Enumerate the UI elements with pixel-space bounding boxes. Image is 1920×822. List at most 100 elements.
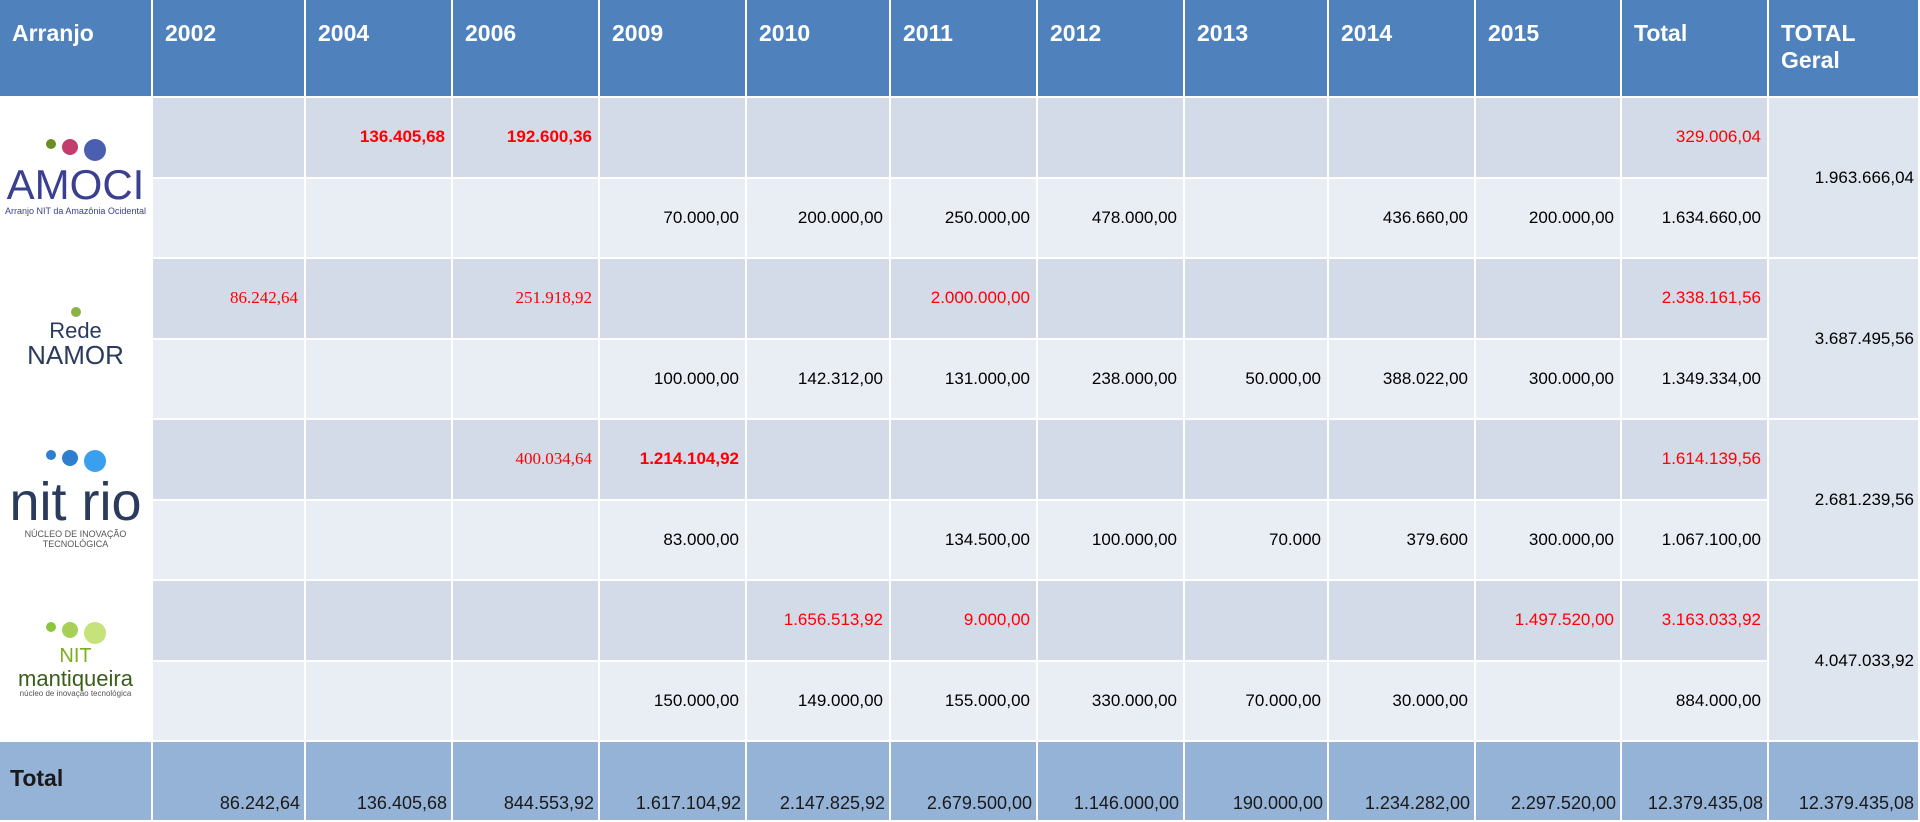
cell — [747, 500, 891, 581]
cell-value: 50.000,00 — [1245, 368, 1321, 388]
logo-dot — [61, 449, 78, 466]
cell: 200.000,00 — [747, 178, 891, 259]
cell — [1185, 420, 1329, 501]
header-text: Arranjo — [12, 20, 94, 46]
cell: 300.000,00 — [1476, 339, 1622, 420]
geral-cell: 1.963.666,04 — [1769, 98, 1920, 259]
total-value: 86.242,64 — [219, 793, 300, 813]
cell-value: 155.000,00 — [944, 690, 1030, 710]
logo-text: mantiqueira — [18, 666, 133, 692]
logo-text: AMOCI — [6, 160, 145, 208]
cell — [747, 98, 891, 179]
logo-dot — [45, 622, 56, 633]
header-text: 2011 — [903, 20, 953, 46]
total-value: 136.405,68 — [356, 793, 447, 813]
cell: 478.000,00 — [1038, 178, 1185, 259]
cell-value: 86.242,64 — [230, 288, 298, 308]
cell — [453, 339, 600, 420]
cell: 238.000,00 — [1038, 339, 1185, 420]
cell: 136.405,68 — [306, 98, 453, 179]
cell-value: 83.000,00 — [663, 529, 739, 549]
cell: 150.000,00 — [600, 661, 747, 742]
cell-value: 379.600 — [1406, 529, 1468, 549]
cell: 379.600 — [1329, 500, 1476, 581]
cell — [1476, 98, 1622, 179]
total-cell: 2.297.520,00 — [1476, 742, 1622, 822]
cell: 330.000,00 — [1038, 661, 1185, 742]
header-text: 2004 — [318, 20, 370, 46]
header-text: 2010 — [759, 20, 811, 46]
cell-value: 150.000,00 — [653, 690, 739, 710]
logo-text: nit rio — [9, 471, 142, 532]
cell: 1.614.139,56 — [1622, 420, 1769, 501]
header-cell: Total — [1622, 0, 1769, 98]
total-value: 844.553,92 — [503, 793, 594, 813]
geral-value: 3.687.495,56 — [1814, 328, 1914, 348]
cell — [1038, 259, 1185, 340]
cell-value: 330.000,00 — [1091, 690, 1177, 710]
cell: 1.349.334,00 — [1622, 339, 1769, 420]
cell: 131.000,00 — [891, 339, 1038, 420]
cell: 83.000,00 — [600, 500, 747, 581]
cell — [1185, 178, 1329, 259]
cell — [153, 178, 306, 259]
cell — [1329, 259, 1476, 340]
cell: 70.000,00 — [600, 178, 747, 259]
cell: 251.918,92 — [453, 259, 600, 340]
logo-dot — [83, 449, 106, 472]
cell: 70.000,00 — [1185, 661, 1329, 742]
header-text: 2009 — [612, 20, 664, 46]
cell-value: 136.405,68 — [359, 127, 445, 147]
total-value: 190.000,00 — [1232, 793, 1323, 813]
logo-text: núcleo de inovação tecnológica — [19, 689, 132, 699]
header-text: 2002 — [165, 20, 217, 46]
logo-text: NÚCLEO DE INOVAÇÃO TECNOLÓGICA — [24, 529, 127, 549]
logo: AMOCI Arranjo NIT da Amazônia Ocidental — [0, 98, 153, 259]
cell-value: 1.214.104,92 — [639, 449, 739, 469]
cell: 86.242,64 — [153, 259, 306, 340]
total-cell: 2.147.825,92 — [747, 742, 891, 822]
geral-value: 4.047.033,92 — [1814, 650, 1914, 670]
total-cell: 2.679.500,00 — [891, 742, 1038, 822]
total-value: 2.679.500,00 — [926, 793, 1032, 813]
total-value: 12.379.435,08 — [1798, 793, 1914, 813]
logo-text: NAMOR — [27, 340, 124, 371]
logo-dot — [61, 622, 78, 639]
cell-value: 1.634.660,00 — [1661, 207, 1761, 227]
logo-dot — [45, 138, 56, 149]
cell: 2.000.000,00 — [891, 259, 1038, 340]
cell — [306, 661, 453, 742]
cell-value: 2.000.000,00 — [930, 288, 1030, 308]
cell-value: 238.000,00 — [1091, 368, 1177, 388]
cell: 250.000,00 — [891, 178, 1038, 259]
cell — [153, 661, 306, 742]
geral-value: 1.963.666,04 — [1814, 167, 1914, 187]
header-text: TOTAL Geral — [1781, 20, 1856, 73]
cell: 200.000,00 — [1476, 178, 1622, 259]
cell — [453, 500, 600, 581]
cell: 9.000,00 — [891, 581, 1038, 662]
header-cell: 2006 — [453, 0, 600, 98]
logo: NIT mantiqueira núcleo de inovação tecnoló… — [0, 581, 153, 742]
cell-value: 250.000,00 — [944, 207, 1030, 227]
cell: 134.500,00 — [891, 500, 1038, 581]
cell: 388.022,00 — [1329, 339, 1476, 420]
header-cell: 2015 — [1476, 0, 1622, 98]
cell: 400.034,64 — [453, 420, 600, 501]
cell — [1185, 259, 1329, 340]
cell: 142.312,00 — [747, 339, 891, 420]
header-cell: Arranjo — [0, 0, 153, 98]
cell-value: 478.000,00 — [1091, 207, 1177, 227]
cell — [1329, 98, 1476, 179]
cell — [306, 339, 453, 420]
cell — [1329, 420, 1476, 501]
total-cell: 12.379.435,08 — [1769, 742, 1920, 822]
cell: 149.000,00 — [747, 661, 891, 742]
cell-value: 200.000,00 — [1528, 207, 1614, 227]
geral-cell: 3.687.495,56 — [1769, 259, 1920, 420]
header-cell: 2014 — [1329, 0, 1476, 98]
total-value: 2.147.825,92 — [779, 793, 885, 813]
cell — [600, 98, 747, 179]
total-value: 12.379.435,08 — [1647, 793, 1763, 813]
